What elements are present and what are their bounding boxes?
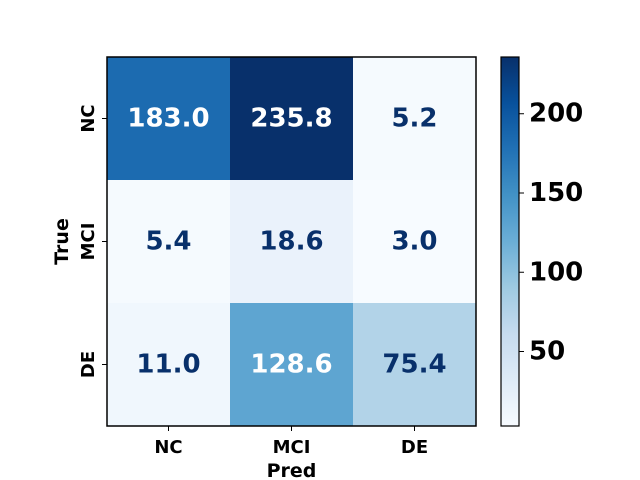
x-tick-label: NC bbox=[154, 437, 182, 458]
colorbar-tick-label: 200 bbox=[529, 99, 583, 129]
heatmap-cell bbox=[230, 180, 354, 304]
cell-value-label: 128.6 bbox=[250, 350, 332, 380]
y-tick-label: DE bbox=[78, 351, 99, 378]
colorbar-tick-label: 50 bbox=[529, 337, 565, 367]
y-axis-ticks: NC MCI DE bbox=[78, 104, 107, 378]
colorbar: 50 100 150 200 bbox=[500, 56, 583, 427]
heatmap-cell bbox=[107, 57, 231, 181]
cell-value-label: 11.0 bbox=[136, 350, 200, 380]
x-tick-label: DE bbox=[401, 437, 428, 458]
cell-value-labels: 183.0 235.8 5.2 5.4 18.6 3.0 11.0 128.6 75.4 bbox=[127, 104, 446, 380]
heatmap-cell bbox=[353, 180, 477, 304]
cell-value-label: 235.8 bbox=[250, 104, 332, 134]
heatmap-cell bbox=[353, 57, 477, 181]
y-axis-label: True bbox=[51, 218, 73, 265]
heatmap-cell bbox=[107, 180, 231, 304]
colorbar-tick-label: 150 bbox=[529, 178, 583, 208]
cell-value-label: 5.2 bbox=[391, 104, 437, 134]
cell-value-label: 5.4 bbox=[145, 227, 191, 257]
colorbar-ticks: 50 100 150 200 bbox=[519, 99, 583, 367]
heatmap-cell bbox=[353, 303, 477, 427]
colorbar-gradient bbox=[500, 56, 520, 427]
cell-value-label: 3.0 bbox=[391, 227, 437, 257]
cell-value-label: 18.6 bbox=[259, 227, 323, 257]
x-tick-label: MCI bbox=[273, 437, 311, 458]
cell-value-label: 183.0 bbox=[127, 104, 209, 134]
heatmap-cell bbox=[230, 57, 354, 181]
cell-value-label: 75.4 bbox=[382, 350, 446, 380]
x-axis-label: Pred bbox=[267, 460, 317, 480]
colorbar-tick-label: 100 bbox=[529, 257, 583, 287]
y-tick-label: MCI bbox=[78, 223, 99, 261]
heatmap-cell bbox=[230, 303, 354, 427]
y-tick-label: NC bbox=[78, 104, 99, 132]
heatmap-cell bbox=[107, 303, 231, 427]
heatmap-cells bbox=[107, 57, 477, 427]
x-axis-ticks: NC MCI DE bbox=[154, 426, 428, 458]
